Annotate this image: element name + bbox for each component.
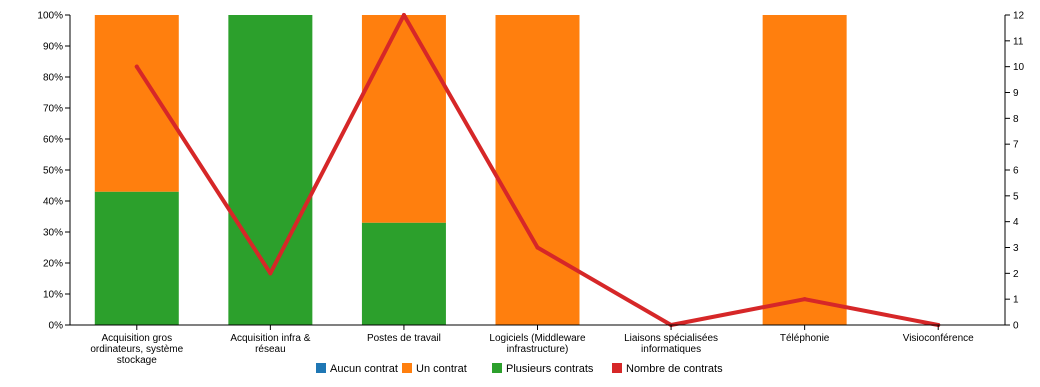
category-label: Acquisition gros ordinateurs, système stoc… — [90, 333, 183, 366]
legend-swatch — [612, 363, 622, 373]
category-label-line: ordinateurs, système — [90, 344, 183, 355]
bar-segment — [94, 191, 179, 325]
category-label: Postes de travail — [367, 333, 441, 344]
category-label: Acquisition infra & réseau — [230, 333, 310, 355]
category-label-line: Acquisition infra & — [230, 333, 310, 344]
category-label-line: Liaisons spécialisées — [624, 333, 718, 344]
left-tick-label: 60% — [43, 135, 63, 146]
legend-label: Aucun contrat — [330, 363, 398, 375]
category-label-line: Visioconférence — [903, 333, 974, 344]
category-label-line: Postes de travail — [367, 333, 441, 344]
left-tick-label: 70% — [43, 104, 63, 115]
line-point — [268, 271, 273, 276]
category-label: Logiciels (Middleware infrastructure) — [489, 333, 586, 355]
category-label-line: informatiques — [641, 344, 701, 355]
category-label-line: infrastructure) — [507, 344, 569, 355]
legend[interactable]: Aucun contrat Un contrat Plusieurs contrat… — [316, 363, 723, 375]
category-label-line: réseau — [255, 344, 286, 355]
bar-segment — [94, 15, 179, 192]
x-axis: Acquisition gros ordinateurs, système stoc… — [70, 324, 1005, 366]
category-label: Téléphonie — [780, 333, 830, 344]
left-tick-label: 100% — [37, 11, 63, 22]
right-tick-label: 4 — [1013, 217, 1019, 228]
right-tick-label: 12 — [1013, 11, 1025, 22]
left-tick-label: 0% — [49, 321, 64, 332]
right-tick-label: 8 — [1013, 114, 1019, 125]
right-tick-label: 1 — [1013, 295, 1019, 306]
left-y-axis: 0% 10% 20% 30% 40% 50% 60% 70% 80% 90% 100% — [37, 11, 71, 332]
right-tick-label: 6 — [1013, 166, 1019, 177]
legend-label: Plusieurs contrats — [506, 363, 594, 375]
line-point — [802, 297, 807, 302]
bars — [94, 15, 847, 325]
category-label: Liaisons spécialisées informatiques — [624, 333, 718, 355]
legend-label: Un contrat — [416, 363, 467, 375]
left-tick-label: 50% — [43, 166, 63, 177]
right-tick-label: 9 — [1013, 88, 1019, 99]
category-label-line: Logiciels (Middleware — [489, 333, 586, 344]
right-tick-label: 11 — [1013, 36, 1024, 47]
line-series — [134, 13, 941, 327]
bar-segment — [495, 15, 580, 325]
left-tick-label: 90% — [43, 42, 63, 53]
category-label: Visioconférence — [903, 333, 974, 344]
legend-item[interactable]: Un contrat — [402, 363, 467, 375]
legend-swatch — [492, 363, 502, 373]
line-point — [535, 245, 540, 250]
left-tick-label: 30% — [43, 228, 63, 239]
category-label-line: Acquisition gros — [101, 333, 172, 344]
line-point — [401, 13, 406, 17]
legend-swatch — [316, 363, 326, 373]
category-label-line: Téléphonie — [780, 333, 830, 344]
right-tick-label: 3 — [1013, 243, 1019, 254]
legend-swatch — [402, 363, 412, 373]
legend-item[interactable]: Plusieurs contrats — [492, 363, 594, 375]
right-tick-label: 10 — [1013, 62, 1025, 73]
line-point — [134, 64, 139, 69]
legend-item[interactable]: Nombre de contrats — [612, 363, 723, 375]
left-tick-label: 80% — [43, 73, 63, 84]
bar-segment — [228, 15, 313, 325]
category-label-line: stockage — [117, 355, 157, 366]
legend-label: Nombre de contrats — [626, 363, 723, 375]
right-tick-label: 5 — [1013, 191, 1019, 202]
right-tick-label: 7 — [1013, 140, 1019, 151]
legend-item[interactable]: Aucun contrat — [316, 363, 398, 375]
right-tick-label: 0 — [1013, 321, 1019, 332]
right-tick-label: 2 — [1013, 269, 1019, 280]
left-tick-label: 10% — [43, 290, 63, 301]
left-tick-label: 40% — [43, 197, 63, 208]
left-tick-label: 20% — [43, 259, 63, 270]
bar-segment — [361, 15, 446, 223]
bar-segment — [762, 15, 847, 325]
bar-segment — [361, 222, 446, 325]
